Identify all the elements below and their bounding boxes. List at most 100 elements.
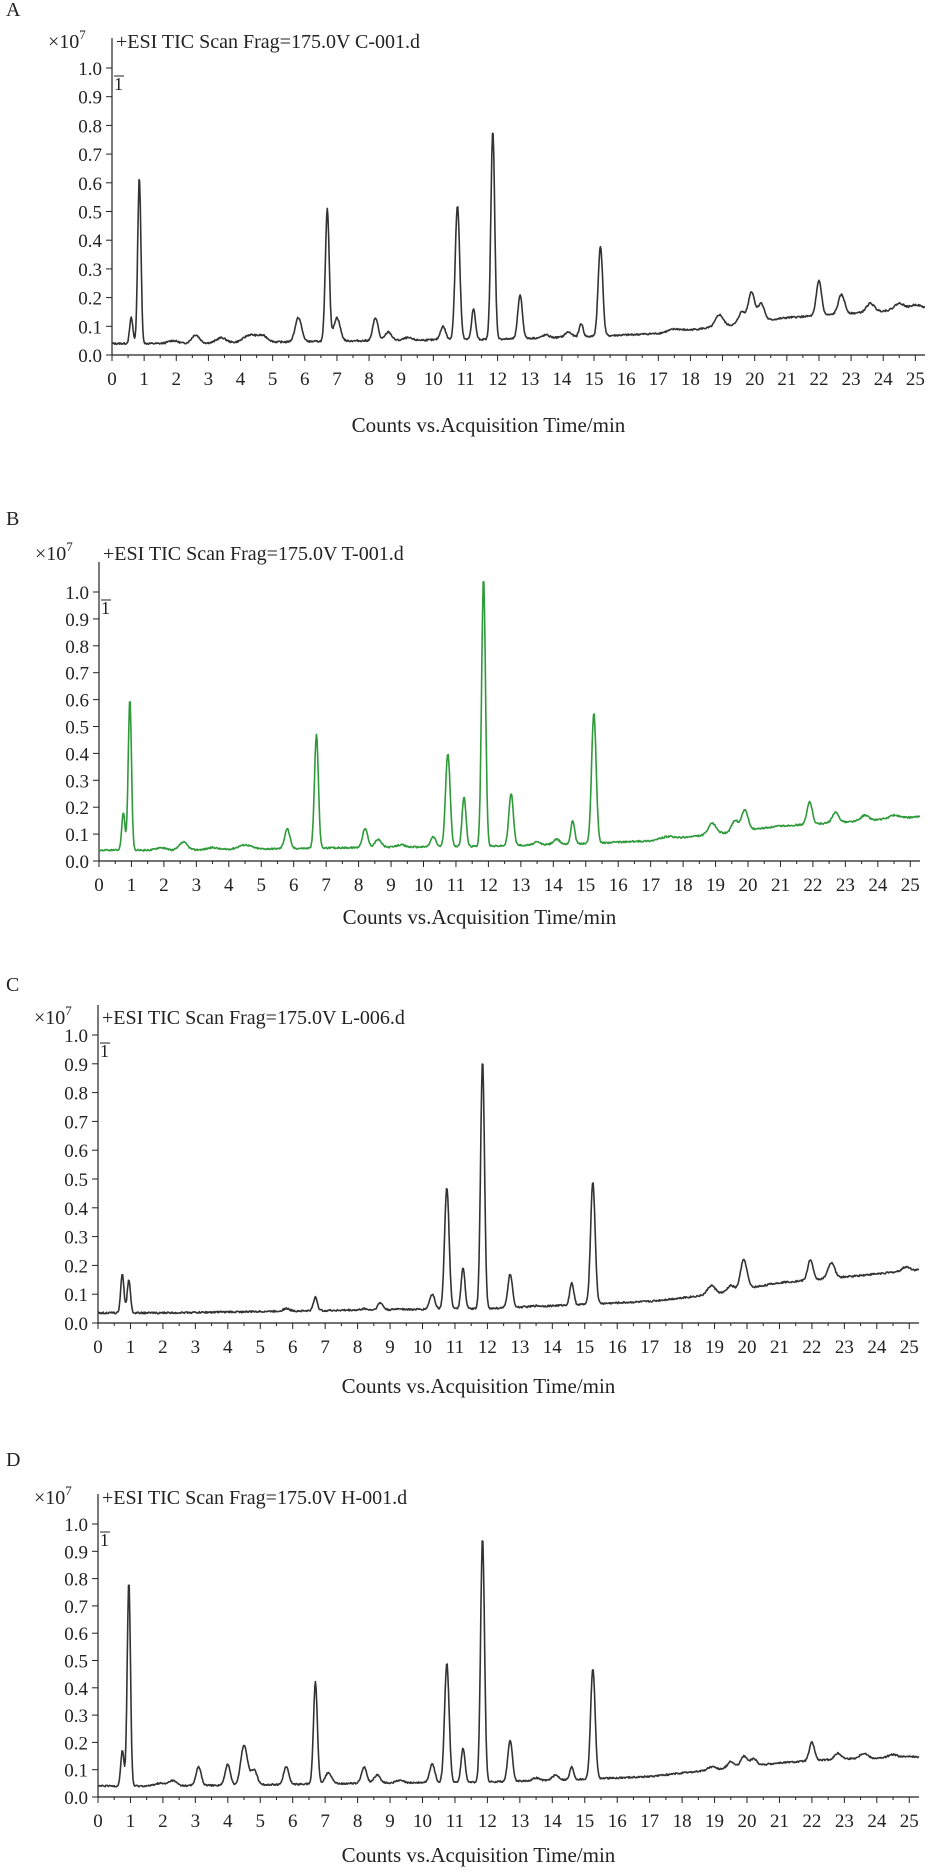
- x-tick-label: 20: [739, 875, 758, 896]
- y-tick-label: 0.8: [64, 1570, 88, 1591]
- y-tick-label: 0.0: [65, 852, 89, 873]
- chart-title: +ESI TIC Scan Frag=175.0V L-006.d: [102, 1007, 405, 1029]
- x-tick-label: 23: [835, 1811, 854, 1832]
- y-tick-label: 0.3: [78, 260, 102, 281]
- y-tick-label: 1.0: [65, 583, 89, 604]
- x-tick-label: 13: [510, 1811, 529, 1832]
- y-tick-label: 0.4: [65, 744, 89, 765]
- y-tick-label: 0.7: [64, 1112, 88, 1133]
- x-tick-label: 0: [93, 1811, 103, 1832]
- x-tick-label: 24: [867, 1337, 887, 1358]
- y-tick-label: 0.3: [64, 1706, 88, 1727]
- x-tick-label: 2: [172, 369, 182, 390]
- y-tick-label: 0.9: [65, 610, 89, 631]
- x-tick-label: 16: [608, 1337, 627, 1358]
- tic-trace: [97, 1540, 920, 1788]
- x-tick-label: 11: [447, 875, 465, 896]
- x-tick-label: 17: [640, 1811, 659, 1832]
- x-tick-label: 24: [874, 369, 894, 390]
- y-tick-label: 0.9: [64, 1055, 88, 1076]
- y-tick-label: 0.0: [78, 346, 102, 367]
- y-scale-factor: ×107: [34, 1483, 72, 1509]
- x-tick-label: 22: [803, 875, 822, 896]
- y-tick-label: 0.9: [64, 1542, 88, 1563]
- x-tick-label: 25: [900, 1811, 919, 1832]
- x-tick-label: 20: [738, 1811, 757, 1832]
- y-tick-label: 0.0: [64, 1314, 88, 1335]
- y-tick-label: 0.7: [65, 664, 89, 685]
- y-tick-label: 0.6: [64, 1624, 88, 1645]
- x-tick-label: 22: [802, 1811, 821, 1832]
- x-tick-label: 22: [802, 1337, 821, 1358]
- x-tick-label: 5: [256, 1337, 266, 1358]
- y-tick-label: 0.5: [64, 1170, 88, 1191]
- x-tick-label: 18: [674, 875, 693, 896]
- y-tick-label: 0.1: [65, 825, 89, 846]
- chart-title: +ESI TIC Scan Frag=175.0V C-001.d: [116, 31, 420, 53]
- x-tick-label: 20: [745, 369, 764, 390]
- tic-trace: [111, 132, 926, 346]
- y-tick-label: 0.6: [64, 1141, 88, 1162]
- y-tick-label: 0.5: [65, 718, 89, 739]
- x-tick-label: 4: [224, 875, 234, 896]
- x-tick-label: 9: [396, 369, 406, 390]
- y-tick-label: 0.2: [65, 798, 89, 819]
- x-tick-label: 17: [649, 369, 668, 390]
- x-tick-label: 4: [223, 1811, 233, 1832]
- y-tick-label: 0.3: [65, 771, 89, 792]
- tic-trace: [98, 581, 921, 852]
- x-tick-label: 3: [204, 369, 214, 390]
- chart-title: +ESI TIC Scan Frag=175.0V T-001.d: [103, 543, 404, 565]
- x-tick-label: 21: [771, 875, 790, 896]
- x-tick-label: 6: [288, 1811, 298, 1832]
- y-tick-label: 0.2: [64, 1733, 88, 1754]
- x-tick-label: 6: [289, 875, 299, 896]
- x-tick-label: 24: [867, 1811, 887, 1832]
- y-tick-label: 0.8: [64, 1084, 88, 1105]
- panel-label: B: [6, 508, 19, 530]
- y-tick-label: 0.5: [78, 203, 102, 224]
- x-tick-label: 18: [681, 369, 700, 390]
- x-tick-label: 20: [738, 1337, 757, 1358]
- x-tick-label: 23: [836, 875, 855, 896]
- x-tick-label: 10: [413, 1337, 432, 1358]
- x-tick-label: 18: [673, 1811, 692, 1832]
- x-tick-label: 0: [107, 369, 117, 390]
- y-tick-label: 0.8: [78, 116, 102, 137]
- y-marker: 1: [114, 74, 123, 94]
- x-tick-label: 14: [543, 1337, 563, 1358]
- x-tick-label: 25: [900, 1337, 919, 1358]
- y-tick-label: 0.1: [64, 1761, 88, 1782]
- y-scale-factor: ×107: [34, 1003, 72, 1029]
- x-tick-label: 9: [385, 1811, 395, 1832]
- x-tick-label: 7: [320, 1811, 330, 1832]
- x-tick-label: 22: [809, 369, 828, 390]
- x-tick-label: 14: [544, 875, 564, 896]
- y-tick-label: 0.6: [65, 691, 89, 712]
- x-tick-label: 10: [414, 875, 433, 896]
- x-tick-label: 8: [364, 369, 374, 390]
- x-tick-label: 16: [608, 1811, 627, 1832]
- x-tick-label: 1: [139, 369, 149, 390]
- x-tick-label: 0: [94, 875, 104, 896]
- y-tick-label: 0.2: [64, 1256, 88, 1277]
- x-tick-label: 11: [446, 1811, 464, 1832]
- y-marker: 1: [100, 1041, 109, 1061]
- x-tick-label: 13: [511, 875, 530, 896]
- x-tick-label: 8: [354, 875, 364, 896]
- x-tick-label: 2: [158, 1811, 168, 1832]
- x-tick-label: 16: [617, 369, 636, 390]
- y-marker: 1: [101, 598, 110, 618]
- y-tick-label: 0.8: [65, 637, 89, 658]
- x-tick-label: 12: [478, 1337, 497, 1358]
- y-tick-label: 0.9: [78, 88, 102, 109]
- y-scale-factor: ×107: [48, 27, 86, 53]
- y-tick-label: 0.4: [64, 1679, 88, 1700]
- y-tick-label: 0.1: [78, 317, 102, 338]
- y-tick-label: 0.1: [64, 1285, 88, 1306]
